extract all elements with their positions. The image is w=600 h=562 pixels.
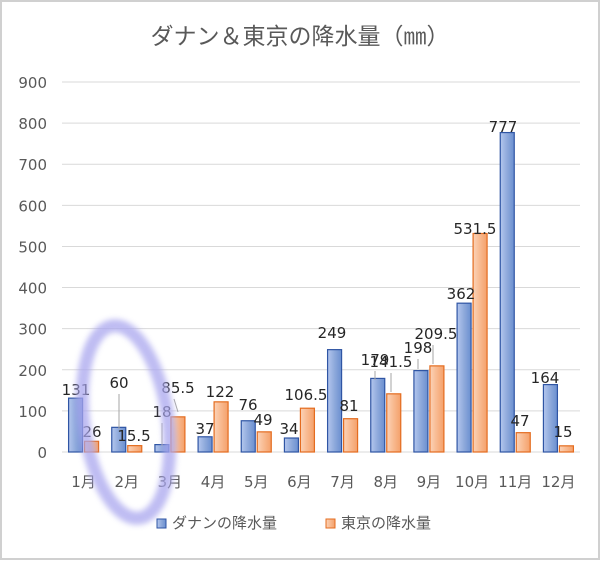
gridlines — [62, 81, 580, 453]
legend-label-tokyo: 東京の降水量 — [341, 514, 431, 532]
data-label-tokyo: 81 — [339, 397, 358, 415]
bar-tokyo — [127, 445, 143, 453]
data-label-danang: 34 — [279, 420, 298, 438]
data-label-danang: 76 — [238, 396, 257, 414]
data-label-danang: 164 — [531, 369, 560, 387]
x-tick-label: 2月 — [114, 473, 139, 491]
chart-title: ダナン＆東京の降水量（㎜） — [151, 24, 450, 50]
x-tick-label: 4月 — [201, 473, 226, 491]
bar-danang — [542, 383, 559, 453]
x-tick-label: 6月 — [287, 473, 312, 491]
bar-danang — [370, 377, 386, 453]
x-axis-ticks: 1月 2月 3月 4月 5月 6月 7月 8月 9月 10月 11月 12月 — [71, 473, 575, 491]
bar-tokyo — [429, 365, 445, 453]
y-tick-label: 800 — [18, 115, 47, 133]
bar-danang — [283, 437, 300, 453]
bar-tokyo — [386, 393, 402, 453]
data-label-danang: 37 — [195, 420, 214, 438]
data-label-danang: 249 — [318, 324, 347, 342]
x-tick-label: 1月 — [71, 473, 96, 491]
data-label-danang: 179 — [361, 351, 390, 369]
bars — [67, 131, 575, 453]
data-label-tokyo: 15 — [553, 423, 572, 441]
data-label-tokyo: 122 — [206, 383, 235, 401]
y-tick-label: 300 — [18, 321, 47, 339]
data-label-tokyo: 106.5 — [285, 386, 328, 404]
y-tick-label: 500 — [18, 238, 47, 256]
legend-swatch-danang — [156, 518, 167, 529]
x-tick-label: 9月 — [417, 473, 442, 491]
data-label-danang: 198 — [404, 339, 433, 357]
bar-tokyo — [515, 432, 531, 453]
data-label-tokyo: 15.5 — [117, 427, 150, 445]
data-label-danang: 60 — [109, 374, 128, 392]
y-tick-label: 400 — [18, 280, 47, 298]
legend: ダナンの降水量 東京の降水量 — [156, 514, 431, 532]
data-label-tokyo: 531.5 — [454, 220, 497, 238]
y-tick-label: 700 — [18, 156, 47, 174]
data-label-danang: 777 — [489, 118, 518, 136]
bar-tokyo — [342, 418, 359, 453]
x-tick-label: 8月 — [373, 473, 398, 491]
highlight-oval — [75, 319, 177, 525]
y-tick-label: 200 — [18, 362, 47, 380]
data-label-danang: 362 — [447, 285, 476, 303]
bar-danang — [499, 131, 515, 453]
bar-tokyo — [256, 431, 272, 453]
bar-tokyo — [213, 401, 229, 453]
bar-danang — [326, 349, 343, 453]
bar-danang — [456, 302, 472, 453]
bar-danang — [240, 420, 256, 453]
y-tick-label: 900 — [18, 74, 47, 92]
x-tick-label: 11月 — [498, 473, 532, 491]
y-tick-label: 100 — [18, 403, 47, 421]
data-label-tokyo: 49 — [253, 411, 272, 429]
bar-danang — [197, 436, 213, 453]
data-label-tokyo: 141.5 — [370, 353, 413, 371]
label-leader-lines — [118, 345, 434, 446]
y-tick-label: 600 — [18, 197, 47, 215]
data-label-tokyo: 209.5 — [415, 325, 458, 343]
bar-tokyo — [472, 232, 488, 453]
bar-danang — [413, 370, 429, 453]
x-tick-label: 10月 — [455, 473, 489, 491]
bar-tokyo — [558, 445, 575, 453]
leader-line — [173, 398, 179, 413]
x-tick-label: 12月 — [541, 473, 575, 491]
legend-swatch-tokyo — [325, 518, 336, 529]
bar-tokyo — [299, 407, 316, 453]
data-label-tokyo: 47 — [510, 412, 529, 430]
y-tick-label: 0 — [37, 444, 47, 462]
x-tick-label: 5月 — [244, 473, 269, 491]
y-axis-ticks: 0 100 200 300 400 500 600 700 800 900 — [18, 74, 47, 462]
x-tick-label: 7月 — [330, 473, 355, 491]
legend-label-danang: ダナンの降水量 — [172, 514, 277, 532]
